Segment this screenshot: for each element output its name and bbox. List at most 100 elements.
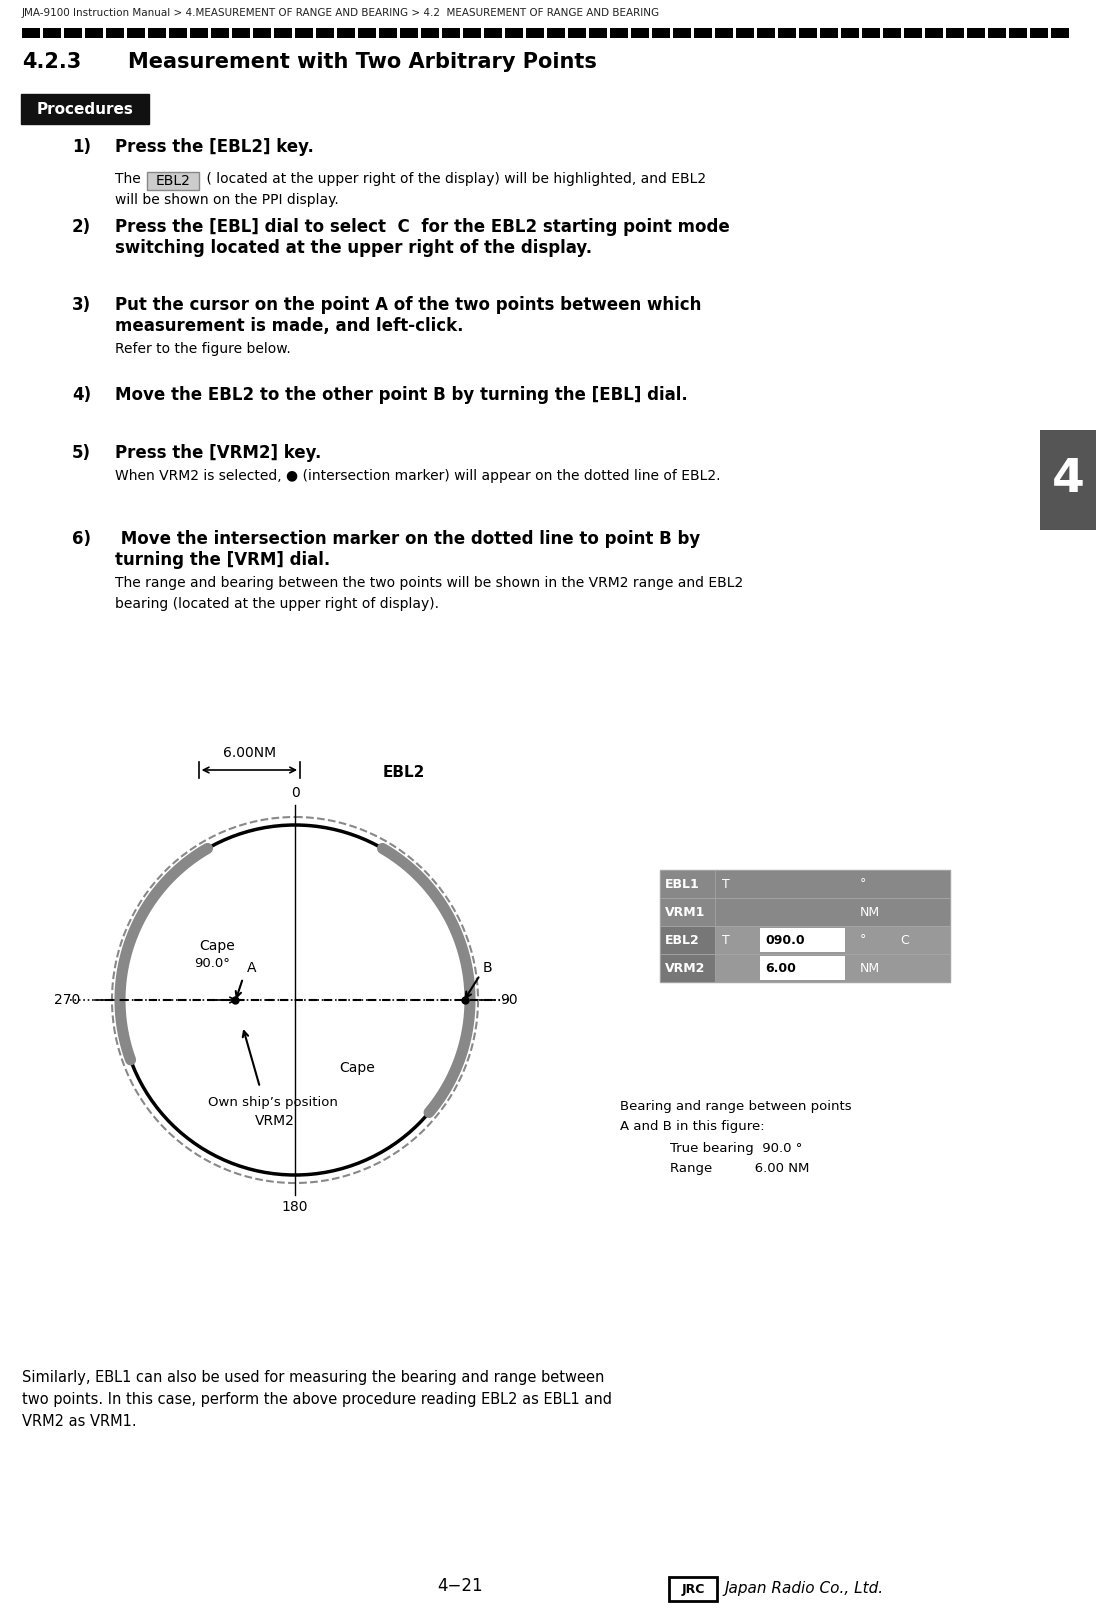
Bar — [799, 28, 817, 37]
Text: 4: 4 — [1051, 457, 1084, 502]
Text: T: T — [722, 933, 730, 946]
Text: When VRM2 is selected, ● (intersection marker) will appear on the dotted line of: When VRM2 is selected, ● (intersection m… — [115, 470, 720, 483]
Text: VRM2 as VRM1.: VRM2 as VRM1. — [22, 1414, 137, 1429]
Bar — [316, 28, 334, 37]
Bar — [43, 28, 61, 37]
Text: JRC: JRC — [682, 1583, 705, 1596]
Bar — [232, 28, 250, 37]
Bar — [295, 28, 313, 37]
Text: switching located at the upper right of the display.: switching located at the upper right of … — [115, 240, 592, 258]
Bar — [760, 928, 845, 953]
Bar — [379, 28, 397, 37]
Text: The range and bearing between the two points will be shown in the VRM2 range and: The range and bearing between the two po… — [115, 577, 743, 590]
Text: Move the intersection marker on the dotted line to point B by: Move the intersection marker on the dott… — [115, 530, 700, 548]
Text: JMA-9100 Instruction Manual > 4.MEASUREMENT OF RANGE AND BEARING > 4.2  MEASUREM: JMA-9100 Instruction Manual > 4.MEASUREM… — [22, 8, 660, 18]
Bar — [925, 28, 943, 37]
Text: Press the [VRM2] key.: Press the [VRM2] key. — [115, 444, 321, 462]
Bar — [547, 28, 566, 37]
Bar — [660, 897, 715, 927]
Text: A: A — [247, 961, 256, 975]
Bar — [190, 28, 208, 37]
Bar — [1009, 28, 1027, 37]
Bar — [169, 28, 187, 37]
Bar — [148, 28, 165, 37]
Bar — [660, 897, 950, 927]
Text: VRM2: VRM2 — [665, 962, 706, 975]
Text: The: The — [115, 172, 145, 186]
Text: A and B in this figure:: A and B in this figure: — [620, 1119, 765, 1132]
Text: 0: 0 — [290, 786, 299, 800]
Text: Own ship’s position: Own ship’s position — [207, 1097, 338, 1110]
Bar — [660, 927, 950, 954]
Text: Cape: Cape — [198, 938, 235, 953]
Text: Cape: Cape — [339, 1061, 375, 1076]
Bar — [660, 870, 715, 897]
Text: B: B — [483, 961, 492, 975]
Text: EBL2: EBL2 — [156, 173, 191, 188]
Text: True bearing  90.0 °: True bearing 90.0 ° — [670, 1142, 802, 1155]
Text: 4−21: 4−21 — [437, 1576, 483, 1596]
Text: Press the [EBL] dial to select  C  for the EBL2 starting point mode: Press the [EBL] dial to select C for the… — [115, 219, 730, 237]
Bar — [526, 28, 544, 37]
Text: 090.0: 090.0 — [765, 933, 804, 946]
Bar — [760, 956, 845, 980]
Text: 5): 5) — [72, 444, 91, 462]
Bar — [484, 28, 502, 37]
Bar — [253, 28, 271, 37]
Bar — [1030, 28, 1048, 37]
Text: 1): 1) — [72, 138, 91, 156]
Bar — [673, 28, 690, 37]
Text: bearing (located at the upper right of display).: bearing (located at the upper right of d… — [115, 598, 439, 611]
Bar — [22, 28, 39, 37]
Text: Japan Radio Co., Ltd.: Japan Radio Co., Ltd. — [724, 1581, 883, 1596]
Text: VRM2: VRM2 — [255, 1115, 295, 1128]
Bar — [127, 28, 145, 37]
Text: EBL2: EBL2 — [383, 765, 425, 779]
Bar — [610, 28, 628, 37]
Bar — [400, 28, 418, 37]
Bar — [904, 28, 922, 37]
Text: turning the [VRM] dial.: turning the [VRM] dial. — [115, 551, 330, 569]
Bar — [1051, 28, 1069, 37]
Text: 4): 4) — [72, 386, 91, 403]
Bar — [336, 28, 355, 37]
Bar — [442, 28, 460, 37]
Bar — [652, 28, 670, 37]
Bar — [694, 28, 712, 37]
Bar — [1040, 429, 1096, 530]
Text: C: C — [900, 933, 909, 946]
Text: Move the EBL2 to the other point B by turning the [EBL] dial.: Move the EBL2 to the other point B by tu… — [115, 386, 688, 403]
Text: 2): 2) — [72, 219, 91, 237]
Bar — [946, 28, 964, 37]
Text: Press the [EBL2] key.: Press the [EBL2] key. — [115, 138, 313, 156]
Bar — [841, 28, 859, 37]
Text: two points. In this case, perform the above procedure reading EBL2 as EBL1 and: two points. In this case, perform the ab… — [22, 1392, 612, 1408]
Bar — [883, 28, 901, 37]
Text: 3): 3) — [72, 296, 91, 314]
Text: 90.0°: 90.0° — [194, 957, 230, 970]
Bar — [106, 28, 124, 37]
Bar — [715, 28, 733, 37]
Text: Range          6.00 NM: Range 6.00 NM — [670, 1162, 809, 1174]
Bar — [660, 954, 950, 982]
Bar — [274, 28, 292, 37]
Bar — [505, 28, 523, 37]
Text: Procedures: Procedures — [36, 102, 134, 117]
Bar — [631, 28, 649, 37]
Bar — [660, 927, 715, 954]
Text: EBL2: EBL2 — [665, 933, 699, 946]
Text: T: T — [722, 878, 730, 891]
Bar — [589, 28, 607, 37]
Text: °: ° — [860, 878, 866, 891]
Text: 6.00: 6.00 — [765, 962, 796, 975]
Bar — [660, 870, 950, 897]
Text: EBL1: EBL1 — [665, 878, 699, 891]
Text: Measurement with Two Arbitrary Points: Measurement with Two Arbitrary Points — [128, 52, 597, 71]
Text: 6): 6) — [72, 530, 91, 548]
FancyBboxPatch shape — [21, 94, 149, 125]
Text: 4.2.3: 4.2.3 — [22, 52, 81, 71]
Text: 270: 270 — [54, 993, 80, 1008]
Bar — [967, 28, 985, 37]
Text: 180: 180 — [282, 1200, 308, 1213]
Text: Similarly, EBL1 can also be used for measuring the bearing and range between: Similarly, EBL1 can also be used for mea… — [22, 1371, 604, 1385]
